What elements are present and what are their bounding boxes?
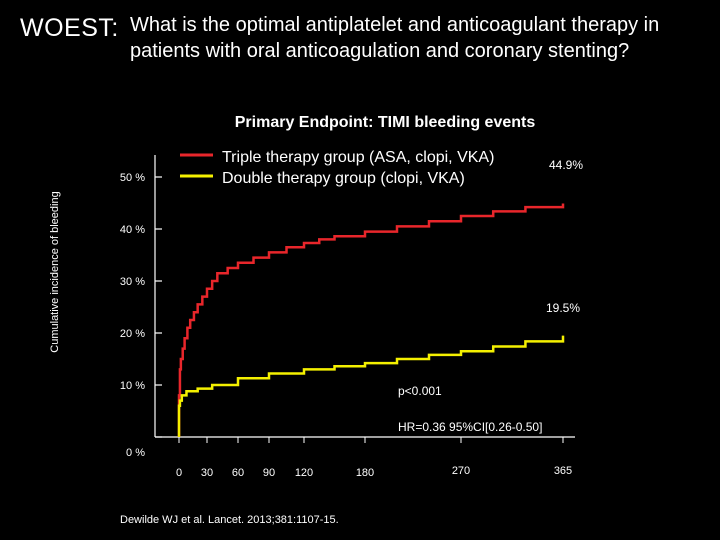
x-tick-label: 270	[452, 465, 470, 477]
series-line-triple	[177, 203, 565, 437]
x-tick-label: 0	[176, 467, 182, 479]
x-tick-label: 365	[554, 465, 572, 477]
legend-label-triple: Triple therapy group (ASA, clopi, VKA)	[222, 149, 494, 166]
chart-lines	[177, 203, 565, 437]
slide-question: What is the optimal antiplatelet and ant…	[130, 14, 660, 62]
y-tick-label: 50 %	[120, 172, 145, 184]
y-tick-label: 40 %	[120, 224, 145, 236]
chart-legend: Triple therapy group (ASA, clopi, VKA) D…	[180, 149, 494, 187]
end-label-double: 19.5%	[546, 301, 580, 315]
hazard-ratio-annotation: HR=0.36 95%CI[0.26-0.50]	[398, 420, 542, 434]
study-abbreviation: WOEST:	[20, 14, 119, 42]
y-tick-label: 10 %	[120, 380, 145, 392]
x-tick-label: 90	[263, 467, 275, 479]
x-tick-label: 60	[232, 467, 244, 479]
y-tick-label: 20 %	[120, 328, 145, 340]
citation: Dewilde WJ et al. Lancet. 2013;381:1107-…	[120, 514, 339, 526]
x-tick-label: 120	[295, 467, 313, 479]
legend-label-double: Double therapy group (clopi, VKA)	[222, 170, 465, 187]
end-label-triple: 44.9%	[549, 158, 583, 172]
x-tick-label: 180	[356, 467, 374, 479]
chart-axes: 0 % 10 % 20 % 30 % 40 % 50 % 0 30 60 90 120 180 270 3…	[120, 155, 575, 479]
chart-title: Primary Endpoint: TIMI bleeding events	[234, 114, 536, 131]
y-tick-label: 0 %	[126, 447, 145, 459]
series-line-double	[177, 335, 565, 437]
y-tick-label: 30 %	[120, 276, 145, 288]
x-tick-label: 30	[201, 467, 213, 479]
p-value-annotation: p<0.001	[398, 384, 442, 398]
